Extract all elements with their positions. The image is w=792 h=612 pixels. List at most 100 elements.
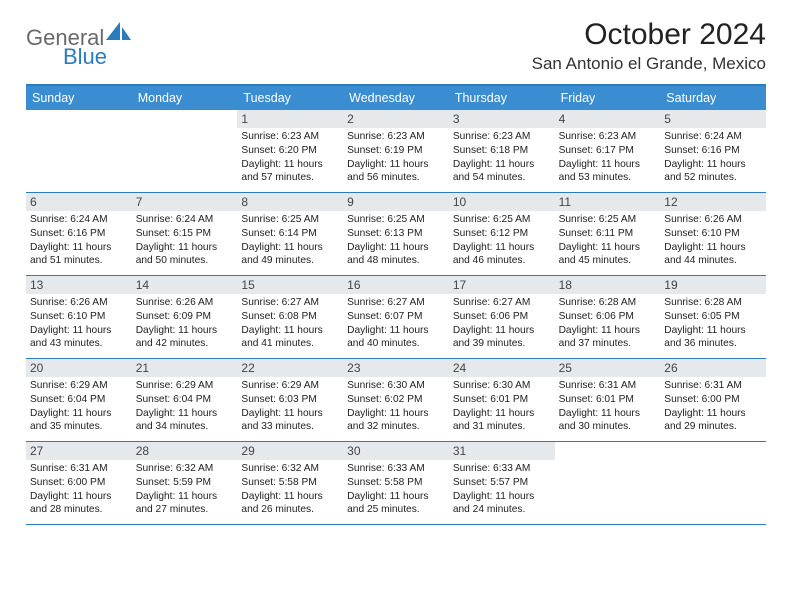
day-sunset: Sunset: 6:10 PM [30,310,128,324]
day-sunrise: Sunrise: 6:27 AM [241,296,339,310]
weekday-header: Friday [555,86,661,110]
day-number: 11 [555,193,661,211]
day-sunrise: Sunrise: 6:25 AM [241,213,339,227]
day-d2: and 28 minutes. [30,503,128,517]
day-sunset: Sunset: 6:05 PM [664,310,762,324]
day-d1: Daylight: 11 hours [453,490,551,504]
day-number: 20 [26,359,132,377]
day-number: 27 [26,442,132,460]
day-d1: Daylight: 11 hours [30,324,128,338]
day-sunset: Sunset: 6:07 PM [347,310,445,324]
weekday-header: Tuesday [237,86,343,110]
day-sunset: Sunset: 5:58 PM [241,476,339,490]
day-sunset: Sunset: 6:09 PM [136,310,234,324]
weekday-header-row: SundayMondayTuesdayWednesdayThursdayFrid… [26,86,766,110]
day-d2: and 34 minutes. [136,420,234,434]
day-cell: 30Sunrise: 6:33 AMSunset: 5:58 PMDayligh… [343,442,449,524]
day-d2: and 24 minutes. [453,503,551,517]
day-sunset: Sunset: 6:06 PM [559,310,657,324]
day-sunset: Sunset: 6:10 PM [664,227,762,241]
day-content: Sunrise: 6:29 AMSunset: 6:03 PMDaylight:… [241,379,339,434]
day-cell: 4 Sunrise: 6:23 AMSunset: 6:17 PMDaylight… [555,110,661,192]
day-cell: 5 Sunrise: 6:24 AMSunset: 6:16 PMDaylight… [660,110,766,192]
day-number: 22 [237,359,343,377]
day-d2: and 41 minutes. [241,337,339,351]
day-sunrise: Sunrise: 6:30 AM [347,379,445,393]
day-d1: Daylight: 11 hours [241,407,339,421]
day-cell: 26Sunrise: 6:31 AMSunset: 6:00 PMDayligh… [660,359,766,441]
day-d2: and 52 minutes. [664,171,762,185]
day-d1: Daylight: 11 hours [136,324,234,338]
day-content: Sunrise: 6:24 AMSunset: 6:16 PMDaylight:… [664,130,762,185]
day-d1: Daylight: 11 hours [453,241,551,255]
day-cell: 31 Sunrise: 6:33 AMSunset: 5:57 PMDayligh… [449,442,555,524]
day-number: 15 [237,276,343,294]
day-sunset: Sunset: 6:02 PM [347,393,445,407]
day-d2: and 32 minutes. [347,420,445,434]
day-content: Sunrise: 6:31 AMSunset: 6:00 PMDaylight:… [30,462,128,517]
day-sunrise: Sunrise: 6:30 AM [453,379,551,393]
calendar-body: 1Sunrise: 6:23 AMSunset: 6:20 PMDaylight… [26,110,766,525]
day-cell: 11 Sunrise: 6:25 AMSunset: 6:11 PMDayligh… [555,193,661,275]
day-cell [26,110,132,192]
day-d2: and 31 minutes. [453,420,551,434]
day-cell: 6Sunrise: 6:24 AMSunset: 6:16 PMDaylight… [26,193,132,275]
day-content: Sunrise: 6:28 AMSunset: 6:06 PMDaylight:… [559,296,657,351]
day-content: Sunrise: 6:25 AMSunset: 6:14 PMDaylight:… [241,213,339,268]
day-d2: and 42 minutes. [136,337,234,351]
day-content: Sunrise: 6:23 AMSunset: 6:19 PMDaylight:… [347,130,445,185]
day-d1: Daylight: 11 hours [347,241,445,255]
day-d1: Daylight: 11 hours [30,407,128,421]
day-sunrise: Sunrise: 6:25 AM [453,213,551,227]
day-content: Sunrise: 6:23 AMSunset: 6:20 PMDaylight:… [241,130,339,185]
day-sunrise: Sunrise: 6:26 AM [30,296,128,310]
day-number: 17 [449,276,555,294]
day-content: Sunrise: 6:33 AMSunset: 5:57 PMDaylight:… [453,462,551,517]
day-number: 9 [343,193,449,211]
day-sunrise: Sunrise: 6:28 AM [559,296,657,310]
day-d2: and 37 minutes. [559,337,657,351]
day-d1: Daylight: 11 hours [559,324,657,338]
weekday-header: Wednesday [343,86,449,110]
day-number: 31 [449,442,555,460]
day-cell: 13Sunrise: 6:26 AMSunset: 6:10 PMDayligh… [26,276,132,358]
day-sunrise: Sunrise: 6:32 AM [136,462,234,476]
day-content: Sunrise: 6:23 AMSunset: 6:17 PMDaylight:… [559,130,657,185]
day-cell [660,442,766,524]
day-number: 5 [660,110,766,128]
day-sunset: Sunset: 6:01 PM [559,393,657,407]
day-d2: and 33 minutes. [241,420,339,434]
day-d1: Daylight: 11 hours [347,158,445,172]
day-cell: 1Sunrise: 6:23 AMSunset: 6:20 PMDaylight… [237,110,343,192]
day-cell: 16Sunrise: 6:27 AMSunset: 6:07 PMDayligh… [343,276,449,358]
day-sunset: Sunset: 6:04 PM [30,393,128,407]
day-sunrise: Sunrise: 6:31 AM [664,379,762,393]
day-cell: 15Sunrise: 6:27 AMSunset: 6:08 PMDayligh… [237,276,343,358]
day-d2: and 25 minutes. [347,503,445,517]
day-d1: Daylight: 11 hours [347,407,445,421]
day-d2: and 53 minutes. [559,171,657,185]
day-sunset: Sunset: 6:14 PM [241,227,339,241]
day-d2: and 50 minutes. [136,254,234,268]
day-content: Sunrise: 6:31 AMSunset: 6:00 PMDaylight:… [664,379,762,434]
day-content: Sunrise: 6:25 AMSunset: 6:11 PMDaylight:… [559,213,657,268]
day-sunset: Sunset: 5:58 PM [347,476,445,490]
day-content: Sunrise: 6:25 AMSunset: 6:12 PMDaylight:… [453,213,551,268]
day-cell: 17Sunrise: 6:27 AMSunset: 6:06 PMDayligh… [449,276,555,358]
day-cell: 12Sunrise: 6:26 AMSunset: 6:10 PMDayligh… [660,193,766,275]
day-number: 19 [660,276,766,294]
day-d1: Daylight: 11 hours [664,407,762,421]
day-d2: and 54 minutes. [453,171,551,185]
day-cell: 9Sunrise: 6:25 AMSunset: 6:13 PMDaylight… [343,193,449,275]
day-cell: 28Sunrise: 6:32 AMSunset: 5:59 PMDayligh… [132,442,238,524]
day-d2: and 39 minutes. [453,337,551,351]
day-sunset: Sunset: 6:00 PM [664,393,762,407]
day-number: 4 [555,110,661,128]
logo-sail-icon [106,22,132,47]
day-sunrise: Sunrise: 6:26 AM [136,296,234,310]
day-number: 25 [555,359,661,377]
day-content: Sunrise: 6:23 AMSunset: 6:18 PMDaylight:… [453,130,551,185]
day-cell: 14Sunrise: 6:26 AMSunset: 6:09 PMDayligh… [132,276,238,358]
day-d1: Daylight: 11 hours [136,241,234,255]
week-row: 27 Sunrise: 6:31 AMSunset: 6:00 PMDayligh… [26,442,766,525]
